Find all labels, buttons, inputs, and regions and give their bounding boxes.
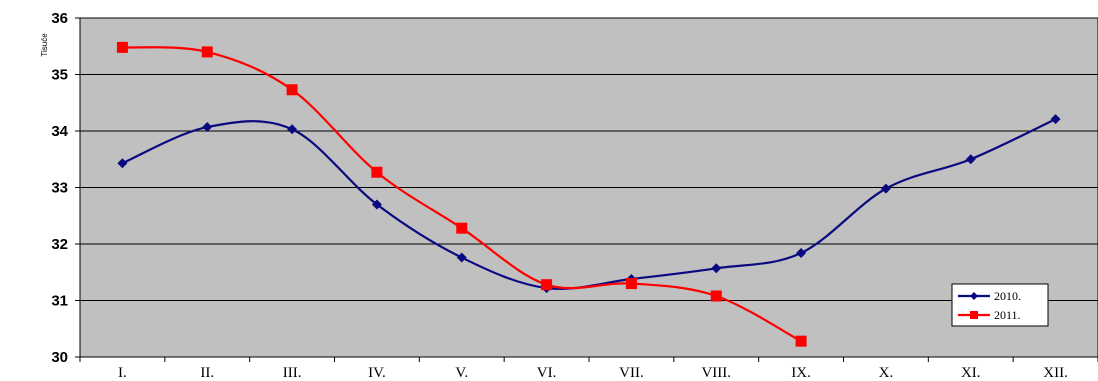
point-2011-I (116, 41, 128, 53)
point-2010-VIII (711, 263, 722, 274)
x-tick-label-XII: XII. (1043, 365, 1068, 381)
x-tick-label-X: X. (879, 365, 894, 381)
point-2011-III (286, 84, 298, 96)
point-2010-IV (371, 199, 382, 210)
legend-marker-2010 (970, 292, 978, 300)
point-2010-XII (1050, 114, 1061, 125)
point-2011-II (201, 46, 213, 58)
point-2010-IX (796, 248, 807, 259)
point-2011-IV (371, 166, 383, 178)
x-tick-label-V: V. (455, 365, 468, 381)
x-tick-label-VI: VI. (537, 365, 557, 381)
y-tick-label-32: 32 (51, 236, 68, 253)
legend-label-2010: 2010. (994, 289, 1021, 303)
y-tick-label-33: 33 (51, 180, 68, 197)
point-2011-VI (541, 279, 553, 291)
point-2010-III (287, 124, 298, 135)
legend-label-2011: 2011. (994, 308, 1021, 322)
point-2010-XI (965, 154, 976, 165)
x-tick-label-IV: IV. (368, 365, 386, 381)
x-tick-label-II: II. (200, 365, 214, 381)
x-tick-label-III: III. (283, 365, 302, 381)
point-2010-II (202, 122, 213, 133)
x-tick-label-IX: IX. (791, 365, 811, 381)
x-tick-label-VII: VII. (619, 365, 644, 381)
point-2011-VIII (710, 290, 722, 302)
point-2011-VII (625, 278, 637, 290)
legend-box (951, 283, 1049, 327)
point-2010-V (456, 252, 467, 263)
y-axis-label: Tisuće (40, 33, 49, 57)
x-tick-label-VIII: VIII. (701, 365, 731, 381)
y-axis-ticks: 30 31 32 33 34 35 36 (51, 10, 80, 366)
y-tick-label-36: 36 (51, 10, 68, 27)
y-tick-label-34: 34 (51, 123, 68, 140)
point-2011-IX (795, 335, 807, 347)
y-tick-label-30: 30 (51, 349, 68, 366)
point-2011-V (456, 222, 468, 234)
x-tick-label-XI: XI. (961, 365, 981, 381)
legend: 2010. 2011. (951, 283, 1049, 327)
y-tick-label-35: 35 (51, 67, 68, 84)
x-axis-ticks: I. II. III. IV. V. VI. VII. VIII. IX. X. XI. XII. (79, 357, 1098, 381)
x-tick-label-I: I. (118, 365, 127, 381)
y-tick-label-31: 31 (51, 293, 68, 310)
point-2010-I (117, 158, 128, 169)
legend-marker-2011 (970, 311, 978, 319)
series-group (116, 41, 1061, 347)
point-2010-X (880, 183, 891, 194)
